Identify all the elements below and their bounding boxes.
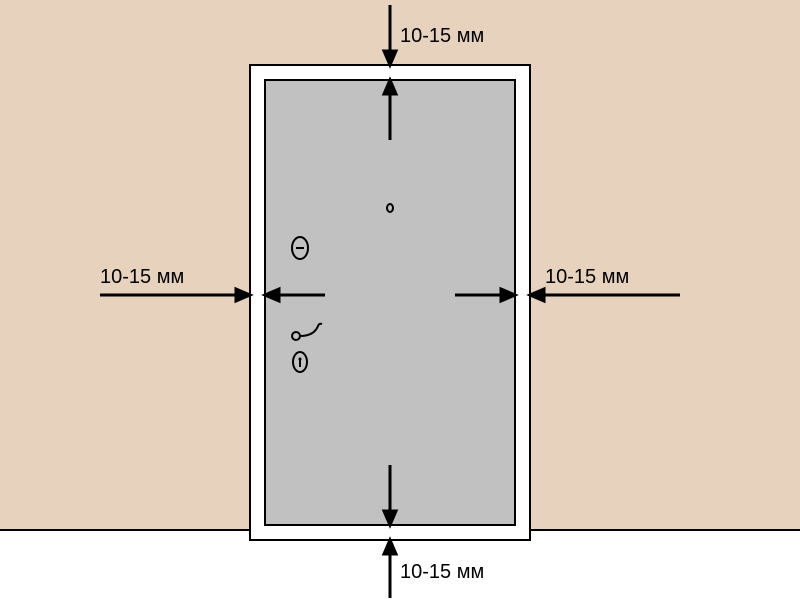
- dimension-right-label: 10-15 мм: [545, 266, 629, 288]
- dimension-top-label: 10-15 мм: [400, 25, 484, 47]
- dimension-bottom-label: 10-15 мм: [400, 561, 484, 583]
- door-panel: [265, 80, 515, 525]
- door-gap-diagram: 10-15 мм 10-15 мм 10-15 мм 10-15 мм: [0, 0, 800, 600]
- dimension-left-label: 10-15 мм: [100, 266, 184, 288]
